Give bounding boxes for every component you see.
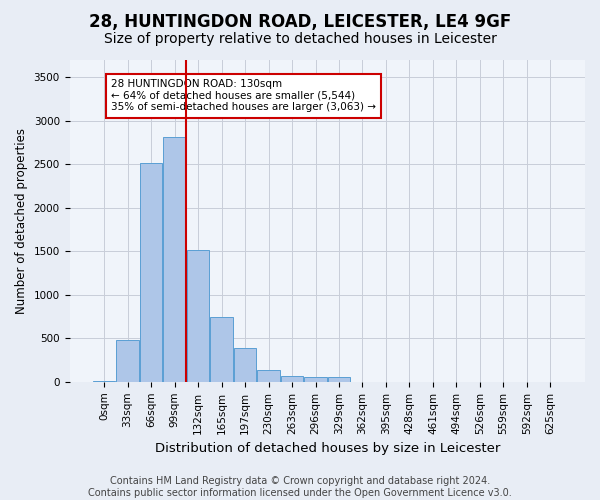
Bar — [116, 340, 139, 382]
Bar — [163, 136, 186, 382]
Text: 28, HUNTINGDON ROAD, LEICESTER, LE4 9GF: 28, HUNTINGDON ROAD, LEICESTER, LE4 9GF — [89, 12, 511, 30]
Bar — [234, 348, 256, 382]
Text: Contains HM Land Registry data © Crown copyright and database right 2024.
Contai: Contains HM Land Registry data © Crown c… — [88, 476, 512, 498]
Bar — [187, 250, 209, 382]
Text: Size of property relative to detached houses in Leicester: Size of property relative to detached ho… — [104, 32, 496, 46]
Bar — [281, 376, 303, 382]
X-axis label: Distribution of detached houses by size in Leicester: Distribution of detached houses by size … — [155, 442, 500, 455]
Bar — [257, 370, 280, 382]
Bar — [328, 377, 350, 382]
Y-axis label: Number of detached properties: Number of detached properties — [15, 128, 28, 314]
Bar — [140, 162, 162, 382]
Bar — [304, 377, 326, 382]
Text: 28 HUNTINGDON ROAD: 130sqm
← 64% of detached houses are smaller (5,544)
35% of s: 28 HUNTINGDON ROAD: 130sqm ← 64% of deta… — [111, 79, 376, 112]
Bar — [211, 316, 233, 382]
